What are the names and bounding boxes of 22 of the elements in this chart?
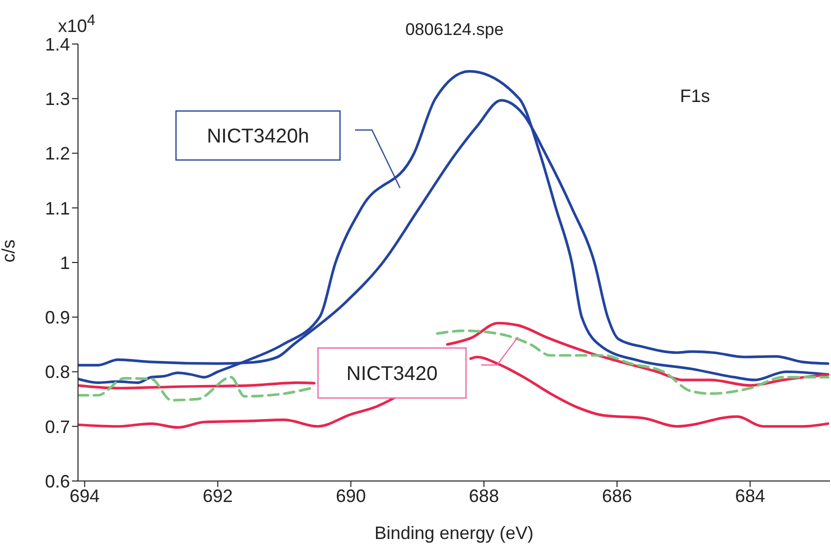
y-tick-label: 0.6: [44, 471, 70, 492]
y-tick-label: 0.7: [44, 416, 70, 437]
annotation: NICT3420: [346, 363, 438, 385]
y-tick-label: 0.8: [44, 362, 70, 382]
x-tick-label: 690: [336, 486, 366, 506]
x-tick-label: 686: [602, 486, 632, 506]
y-axis-title: c/s: [0, 239, 18, 262]
x-tick-label: 688: [468, 486, 499, 506]
y-tick-label: 1.1: [44, 198, 70, 218]
y-tick-label: 1: [60, 252, 70, 273]
y-tick-label: 1.4: [44, 34, 70, 54]
x-tick-label: 694: [70, 486, 100, 506]
x-tick-label: 684: [735, 486, 766, 506]
annotation: F1s: [680, 86, 710, 107]
y-tick-label: 0.9: [44, 308, 70, 328]
text: x10$^{4}$: [58, 12, 96, 37]
y-tick-label: 1.3: [44, 89, 70, 110]
x-tick-label: 692: [202, 486, 233, 506]
annotation: NICT3420h: [206, 126, 310, 148]
x-axis-title: Binding energy (eV): [374, 523, 534, 543]
chart-title: 0806124.spe: [405, 20, 504, 39]
y-tick-label: 1.2: [44, 144, 70, 164]
